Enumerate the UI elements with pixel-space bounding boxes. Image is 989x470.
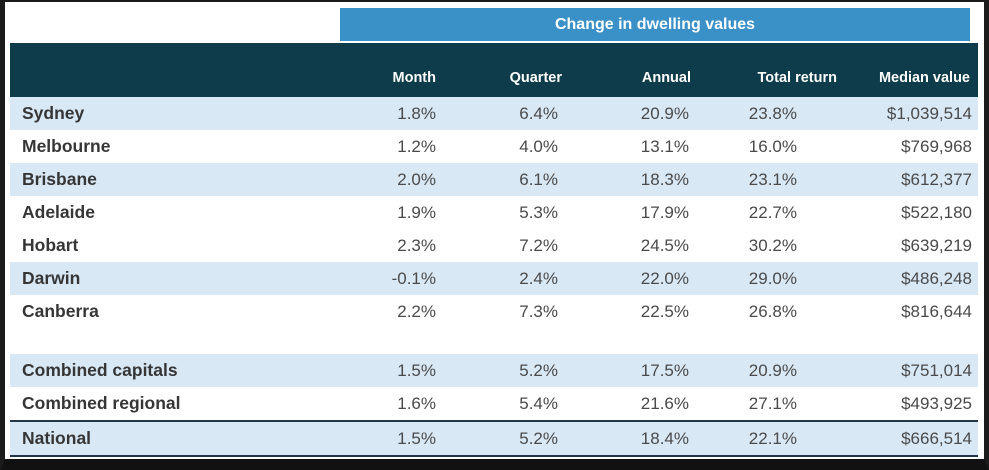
row-label: Combined regional <box>22 393 181 413</box>
table-row-canberra: Canberra 2.2% 7.3% 22.5% 26.8% $816,644 <box>10 295 978 328</box>
cell-quarter: 6.4% <box>519 104 558 123</box>
row-label: Darwin <box>22 268 81 288</box>
cell-annual: 18.4% <box>640 429 689 448</box>
cell-median-value: $1,039,514 <box>886 104 972 123</box>
row-label: National <box>22 428 92 448</box>
cell-month: 1.9% <box>397 203 436 222</box>
cell-month: 2.0% <box>397 170 436 189</box>
row-label: Adelaide <box>22 202 95 222</box>
cell-month: 2.3% <box>397 236 436 255</box>
table-row-sydney: Sydney 1.8% 6.4% 20.9% 23.8% $1,039,514 <box>10 97 978 130</box>
table-row-hobart: Hobart 2.3% 7.2% 24.5% 30.2% $639,219 <box>10 229 978 262</box>
cell-quarter: 4.0% <box>519 137 558 156</box>
cell-annual: 13.1% <box>640 137 689 156</box>
row-label: Sydney <box>22 103 85 123</box>
cell-total-return: 27.1% <box>748 394 797 413</box>
cell-total-return: 20.9% <box>748 361 797 380</box>
row-label: Combined capitals <box>22 360 178 380</box>
cell-month: 1.2% <box>397 137 436 156</box>
column-header-median-value: Median value <box>878 70 970 86</box>
cell-total-return: 22.1% <box>748 429 797 448</box>
cell-total-return: 16.0% <box>748 137 797 156</box>
cell-total-return: 23.8% <box>748 104 797 123</box>
cell-quarter: 7.2% <box>519 236 558 255</box>
cell-month: 1.6% <box>397 394 436 413</box>
cell-annual: 22.5% <box>640 302 689 321</box>
column-header-quarter: Quarter <box>509 70 562 86</box>
cell-median-value: $816,644 <box>901 302 972 321</box>
cell-median-value: $612,377 <box>901 170 972 189</box>
dwelling-values-table: Sydney 1.8% 6.4% 20.9% 23.8% $1,039,514 … <box>10 97 978 457</box>
cell-total-return: 22.7% <box>748 203 797 222</box>
cell-median-value: $639,219 <box>901 236 972 255</box>
table-row-combined-regional: Combined regional 1.6% 5.4% 21.6% 27.1% … <box>10 387 978 420</box>
cell-median-value: $666,514 <box>901 429 972 448</box>
table-title: Change in dwelling values <box>554 15 756 33</box>
table-title-banner: Change in dwelling values <box>340 8 970 41</box>
cell-total-return: 23.1% <box>748 170 797 189</box>
cell-month: 1.8% <box>397 104 436 123</box>
cell-total-return: 29.0% <box>748 269 797 288</box>
cell-quarter: 5.2% <box>519 361 558 380</box>
cell-annual: 18.3% <box>640 170 689 189</box>
cell-annual: 17.9% <box>640 203 689 222</box>
cell-annual: 24.5% <box>640 236 689 255</box>
cell-quarter: 7.3% <box>519 302 558 321</box>
cell-quarter: 5.2% <box>519 429 558 448</box>
table-row-brisbane: Brisbane 2.0% 6.1% 18.3% 23.1% $612,377 <box>10 163 978 196</box>
cell-month: 1.5% <box>397 361 436 380</box>
cell-month: 1.5% <box>397 429 436 448</box>
cell-annual: 17.5% <box>640 361 689 380</box>
cell-annual: 20.9% <box>640 104 689 123</box>
cell-annual: 21.6% <box>640 394 689 413</box>
cell-median-value: $486,248 <box>901 269 972 288</box>
column-header-row: Month Quarter Annual Total return Median… <box>10 43 978 97</box>
table-row-adelaide: Adelaide 1.9% 5.3% 17.9% 22.7% $522,180 <box>10 196 978 229</box>
row-label: Brisbane <box>22 169 97 189</box>
cell-median-value: $493,925 <box>901 394 972 413</box>
cell-median-value: $769,968 <box>901 137 972 156</box>
cell-quarter: 5.4% <box>519 394 558 413</box>
cell-annual: 22.0% <box>640 269 689 288</box>
row-label: Melbourne <box>22 136 111 156</box>
table-row-combined-capitals: Combined capitals 1.5% 5.2% 17.5% 20.9% … <box>10 354 978 387</box>
cell-quarter: 2.4% <box>519 269 558 288</box>
section-gap <box>10 328 978 354</box>
cell-median-value: $751,014 <box>901 361 972 380</box>
cell-quarter: 5.3% <box>519 203 558 222</box>
row-label: Hobart <box>22 235 79 255</box>
cell-total-return: 26.8% <box>748 302 797 321</box>
cell-month: 2.2% <box>397 302 436 321</box>
cell-total-return: 30.2% <box>748 236 797 255</box>
column-header-total-return: Total return <box>757 70 837 86</box>
cell-month: -0.1% <box>391 269 436 288</box>
table-row-national: National 1.5% 5.2% 18.4% 22.1% $666,514 <box>10 420 978 457</box>
row-label: Canberra <box>22 301 99 321</box>
column-header-annual: Annual <box>641 70 691 86</box>
column-header-month: Month <box>392 70 436 86</box>
cell-median-value: $522,180 <box>901 203 972 222</box>
table-row-darwin: Darwin -0.1% 2.4% 22.0% 29.0% $486,248 <box>10 262 978 295</box>
cell-quarter: 6.1% <box>519 170 558 189</box>
table-row-melbourne: Melbourne 1.2% 4.0% 13.1% 16.0% $769,968 <box>10 130 978 163</box>
